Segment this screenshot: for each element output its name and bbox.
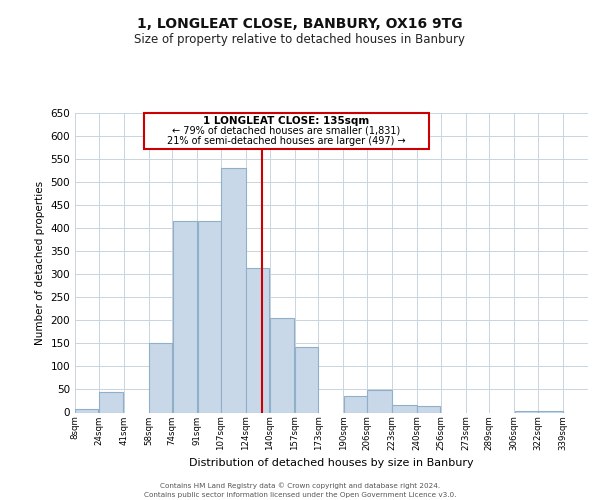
Bar [344,396,367,412]
Bar [270,318,295,412]
Bar [197,220,221,412]
Bar [99,392,124,412]
Bar [246,268,269,412]
Bar [173,220,197,412]
Bar [75,409,98,412]
Text: 21% of semi-detached houses are larger (497) →: 21% of semi-detached houses are larger (… [167,136,406,146]
Bar [367,390,392,412]
Bar [538,411,563,412]
Text: ← 79% of detached houses are smaller (1,831): ← 79% of detached houses are smaller (1,… [172,126,401,136]
Bar [515,411,538,412]
Bar [221,168,246,412]
Text: Size of property relative to detached houses in Banbury: Size of property relative to detached ho… [134,32,466,46]
Bar [417,406,440,412]
Text: 1 LONGLEAT CLOSE: 135sqm: 1 LONGLEAT CLOSE: 135sqm [203,116,370,126]
Text: 1, LONGLEAT CLOSE, BANBURY, OX16 9TG: 1, LONGLEAT CLOSE, BANBURY, OX16 9TG [137,18,463,32]
Bar [295,346,318,412]
FancyBboxPatch shape [144,112,429,150]
Y-axis label: Number of detached properties: Number of detached properties [35,180,45,344]
Text: Contains HM Land Registry data © Crown copyright and database right 2024.
Contai: Contains HM Land Registry data © Crown c… [144,482,456,498]
X-axis label: Distribution of detached houses by size in Banbury: Distribution of detached houses by size … [189,458,474,468]
Bar [392,405,417,412]
Bar [149,344,172,412]
